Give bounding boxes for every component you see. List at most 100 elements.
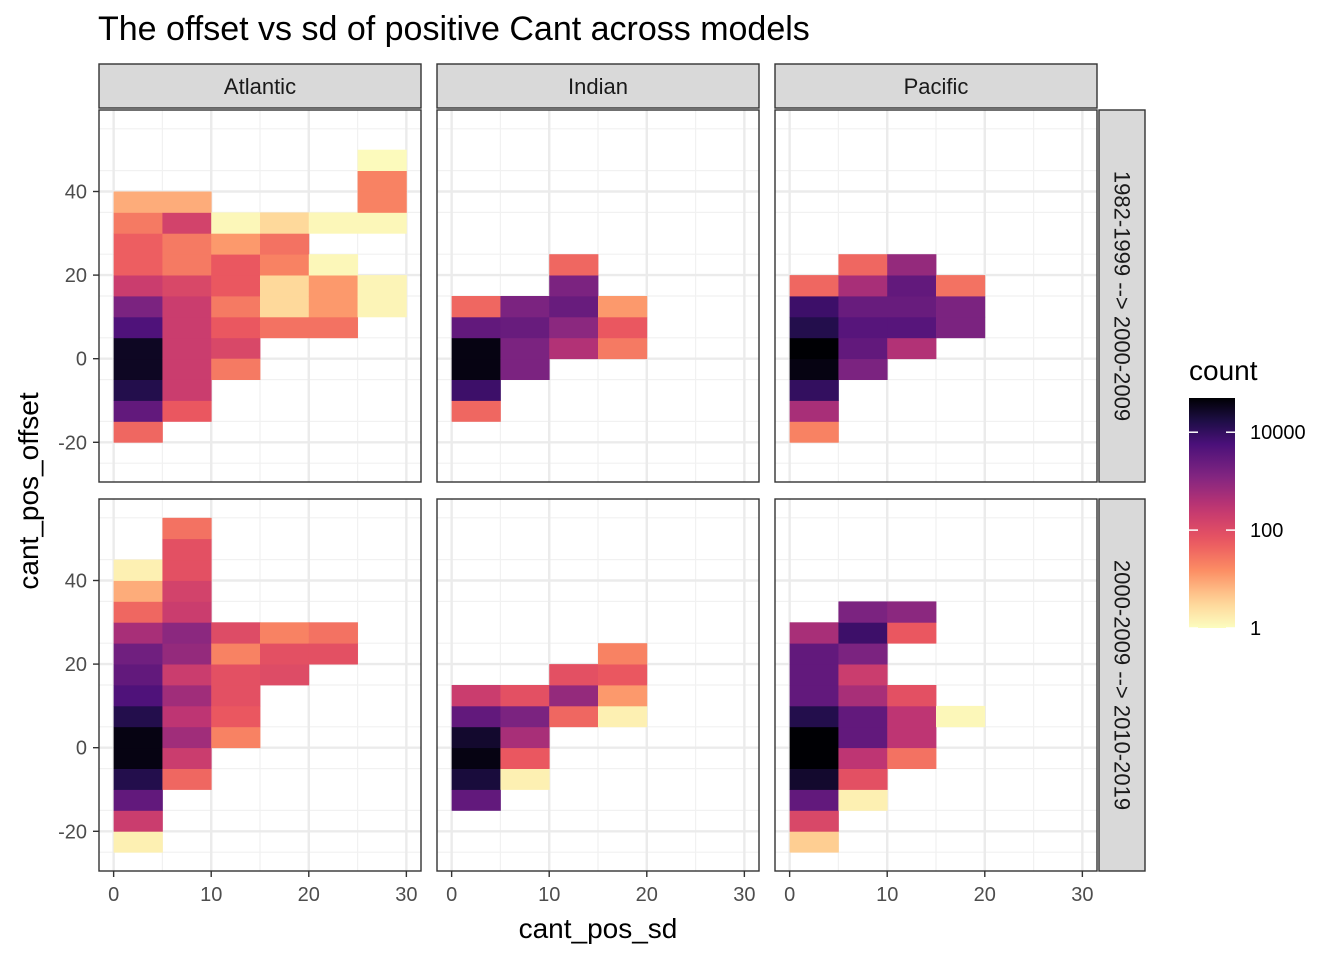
heatmap-tile bbox=[887, 705, 937, 728]
heatmap-tile bbox=[451, 358, 501, 380]
heatmap-tile bbox=[260, 316, 310, 339]
legend-colorbar bbox=[1189, 398, 1235, 628]
heatmap-tile bbox=[308, 296, 358, 318]
heatmap-tile bbox=[789, 768, 839, 790]
heatmap-tile bbox=[598, 664, 648, 686]
heatmap-tile bbox=[838, 275, 888, 297]
heatmap-tile bbox=[162, 212, 212, 234]
heatmap-tile bbox=[789, 789, 839, 811]
heatmap-tile bbox=[260, 296, 310, 318]
heatmap-tile bbox=[162, 337, 212, 360]
heatmap-tile bbox=[789, 664, 839, 686]
heatmap-tile bbox=[500, 337, 550, 360]
heatmap-tile bbox=[500, 726, 550, 749]
legend: count 1 100 10000 bbox=[1189, 355, 1306, 640]
heatmap-tile bbox=[211, 622, 261, 644]
x-tick-label: 20 bbox=[636, 884, 658, 906]
heatmap-tile bbox=[598, 685, 648, 707]
heatmap-tile bbox=[113, 664, 163, 686]
heatmap-tile bbox=[549, 275, 599, 297]
x-tick-label: 0 bbox=[108, 884, 119, 906]
heatmap-tile bbox=[162, 559, 212, 581]
heatmap-tile bbox=[162, 643, 212, 665]
strip-background bbox=[98, 63, 422, 109]
heatmap-tile bbox=[260, 254, 310, 276]
heatmap-tile bbox=[162, 685, 212, 707]
y-tick-label: -20 bbox=[58, 432, 87, 454]
heatmap-tile bbox=[162, 254, 212, 276]
heatmap-tile bbox=[838, 664, 888, 686]
strip-row-1982-2009: 1982-1999 --> 2000-2009 bbox=[1098, 109, 1146, 483]
heatmap-tile bbox=[789, 726, 839, 749]
heatmap-tile bbox=[598, 643, 648, 665]
heatmap-tile bbox=[549, 316, 599, 339]
heatmap-tile bbox=[113, 768, 163, 790]
heatmap-tile bbox=[887, 337, 937, 360]
heatmap-tile bbox=[113, 233, 163, 255]
heatmap-tile bbox=[260, 643, 310, 665]
y-tick-label: 0 bbox=[76, 349, 87, 371]
strip-atlantic: Atlantic bbox=[98, 63, 422, 109]
strip-label: 2000-2009 --> 2010-2019 bbox=[1110, 560, 1135, 810]
heatmap-tile bbox=[211, 685, 261, 707]
heatmap-tile bbox=[162, 316, 212, 339]
heatmap-tile bbox=[549, 296, 599, 318]
heatmap-tile bbox=[500, 747, 550, 769]
heatmap-tile bbox=[162, 275, 212, 297]
heatmap-tile bbox=[500, 316, 550, 339]
heatmap-tile bbox=[549, 254, 599, 276]
heatmap-tile bbox=[451, 400, 501, 422]
heatmap-tile bbox=[113, 212, 163, 234]
heatmap-tile bbox=[887, 275, 937, 297]
strip-label: Pacific bbox=[904, 74, 969, 99]
heatmap-tile bbox=[789, 421, 839, 443]
heatmap-tile bbox=[308, 622, 358, 644]
x-tick-label: 0 bbox=[446, 884, 457, 906]
heatmap-tile bbox=[500, 768, 550, 790]
x-tick-label: 30 bbox=[1071, 884, 1093, 906]
heatmap-tile bbox=[211, 296, 261, 318]
heatmap-tile bbox=[838, 705, 888, 728]
heatmap-tile bbox=[113, 191, 163, 213]
heatmap-tile bbox=[789, 685, 839, 707]
heatmap-tile bbox=[936, 316, 986, 339]
heatmap-tile bbox=[451, 316, 501, 339]
panel-border bbox=[98, 498, 422, 872]
panel-border bbox=[774, 109, 1098, 483]
strip-pacific: Pacific bbox=[774, 63, 1098, 109]
heatmap-tile bbox=[789, 810, 839, 832]
heatmap-tile bbox=[162, 768, 212, 790]
heatmap-tile bbox=[113, 685, 163, 707]
heatmap-tile bbox=[789, 400, 839, 422]
heatmap-tile bbox=[451, 726, 501, 749]
heatmap-tile bbox=[113, 810, 163, 832]
legend-title: count bbox=[1189, 355, 1258, 386]
y-tick-label: 20 bbox=[65, 265, 87, 287]
legend-label: 10000 bbox=[1250, 422, 1306, 444]
heatmap-tile bbox=[162, 622, 212, 644]
y-tick-label: 40 bbox=[65, 571, 87, 593]
heatmap-tile bbox=[357, 149, 407, 172]
heatmap-tile bbox=[789, 379, 839, 401]
heatmap-tile bbox=[357, 212, 407, 234]
heatmap-tile bbox=[162, 296, 212, 318]
panel-atlantic-row-2000-2019 bbox=[98, 498, 422, 872]
heatmap-tile bbox=[549, 664, 599, 686]
heatmap-tile bbox=[211, 254, 261, 276]
heatmap-tile bbox=[308, 275, 358, 297]
heatmap-tile bbox=[549, 705, 599, 728]
heatmap-tile bbox=[838, 601, 888, 623]
heatmap-tile bbox=[113, 296, 163, 318]
x-tick-label: 20 bbox=[298, 884, 320, 906]
heatmap-tile bbox=[887, 316, 937, 339]
heatmap-tile bbox=[308, 316, 358, 339]
heatmap-tile bbox=[936, 705, 986, 728]
heatmap-tile bbox=[887, 601, 937, 623]
heatmap-tile bbox=[113, 379, 163, 401]
x-tick-label: 30 bbox=[733, 884, 755, 906]
heatmap-tile bbox=[113, 747, 163, 769]
strip-background bbox=[436, 63, 760, 109]
heatmap-tile bbox=[598, 316, 648, 339]
panel-pacific-row-2000-2019 bbox=[774, 498, 1098, 872]
heatmap-tile bbox=[789, 747, 839, 769]
